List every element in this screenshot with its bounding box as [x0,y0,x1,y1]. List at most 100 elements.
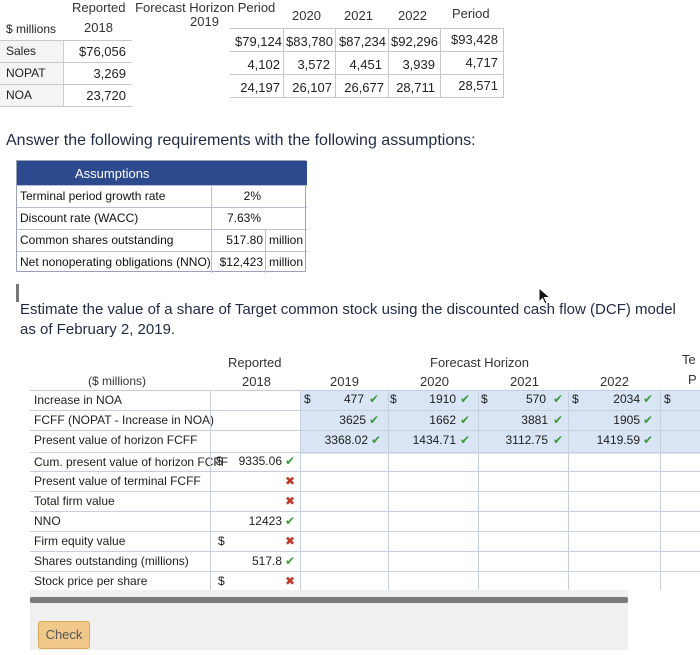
input-pv-fcff-2020[interactable]: 1434.71 [412,433,456,447]
table-row: Firm equity value [30,531,700,551]
assumption-label: Net nonoperating obligations (NNO) [20,255,211,269]
col-header-2022: 2022 [398,8,427,23]
noa-period: 28,571 [458,78,498,93]
input-noa-increase-2022[interactable]: 2034 [613,392,640,406]
check-icon: ✔ [369,392,380,406]
table-row: NNO [30,511,700,531]
sales-2020: $83,780 [286,34,333,49]
row-label: Stock price per share [34,574,148,588]
input-shares-outstanding[interactable]: 517.8 [251,554,282,568]
input-total-firm-value[interactable] [212,492,282,510]
year-2021: 2021 [510,374,539,389]
dcf-table-header [28,352,700,390]
nopat-2020: 3,572 [297,57,330,72]
table-row: FCFF (NOPAT - Increase in NOA) [30,410,700,430]
noa-2019: 24,197 [240,80,280,95]
table-row: Increase in NOA [30,390,700,410]
noa-2021: 26,677 [344,80,384,95]
input-stock-price[interactable] [228,572,282,590]
dollar-sign: $ [572,392,579,406]
input-pv-fcff-2021[interactable]: 3112.75 [505,433,549,447]
reported-column [63,40,131,106]
title-forecast: Forecast Horizon Period [135,0,276,15]
assumptions-header: Assumptions [17,161,307,185]
nopat-2019: 4,102 [247,57,280,72]
input-nno[interactable]: 12423 [248,514,282,528]
input-fcff-2022[interactable]: 1905 [613,413,640,427]
nopat-period: 4,717 [465,55,498,70]
col-header-2021: 2021 [344,8,373,23]
input-pv-terminal[interactable] [212,472,282,490]
check-icon: ✔ [553,392,564,406]
mouse-pointer-icon [538,286,552,310]
check-icon: ✔ [285,514,296,528]
row-label-nopat: NOPAT [6,66,46,80]
check-icon: ✔ [460,433,471,447]
input-pv-fcff-2019[interactable]: 3368.02 [324,433,368,447]
units-label: $ millions [6,22,57,36]
noa-2018: 23,720 [86,88,126,103]
horizontal-scrollbar[interactable] [30,597,628,603]
assumption-value: 7.63% [226,211,261,225]
sales-2018: $76,056 [79,44,126,59]
table-title: Reported Forecast Horizon Period [72,0,275,15]
table-header-band [0,0,505,40]
dollar-sign: $ [664,392,671,406]
check-icon: ✔ [643,433,654,447]
header-terminal-sub: P [688,372,697,387]
input-pv-fcff-2022[interactable]: 1419.59 [596,433,640,447]
question-text: Estimate the value of a share of Target … [20,301,676,338]
input-noa-increase-2019[interactable]: 477 [343,392,364,406]
table-row: Present value of terminal FCFF [30,471,700,491]
incorrect-icon: ✖ [285,534,296,548]
sales-2019: $79,124 [235,34,282,49]
col-header-2020: 2020 [292,8,321,23]
input-firm-equity-value[interactable] [228,532,282,550]
assumption-row: Net nonoperating obligations (NNO) $12,4… [17,251,307,273]
header-forecast: Forecast Horizon [430,355,529,370]
check-icon: ✔ [371,433,382,447]
instruction-text: Answer the following requirements with t… [6,132,476,149]
check-icon: ✔ [285,454,296,468]
assumption-row: Terminal period growth rate 2% [17,185,307,207]
nopat-2021: 4,451 [349,57,382,72]
row-label-column [0,40,63,106]
input-fcff-2019[interactable]: 3625 [339,413,366,427]
noa-2022: 28,711 [396,80,435,95]
row-label: Shares outstanding (millions) [34,554,189,568]
row-label: Present value of terminal FCFF [34,474,201,488]
row-label: Firm equity value [34,534,126,548]
assumption-label: Discount rate (WACC) [20,211,139,225]
input-cum-pv[interactable]: 9335.06 [238,454,282,468]
incorrect-icon: ✖ [285,474,296,488]
dollar-sign: $ [481,392,488,406]
input-fcff-2020[interactable]: 1662 [429,413,456,427]
input-noa-increase-2020[interactable]: 1910 [429,392,456,406]
units-label: ($ millions) [88,374,147,388]
row-label: Increase in NOA [34,393,123,407]
nopat-2018: 3,269 [93,66,126,81]
dollar-sign: $ [390,392,397,406]
check-icon: ✔ [369,413,380,427]
check-button[interactable]: Check [38,621,90,649]
assumptions-table: Assumptions Terminal period growth rate … [16,160,307,273]
col-header-2018: 2018 [84,20,113,35]
row-label-noa: NOA [6,88,33,102]
input-noa-increase-2021[interactable]: 570 [525,392,546,406]
noa-2020: 26,107 [292,80,332,95]
assumption-value: 517.80 [226,233,263,247]
table-row: Present value of horizon FCFF [30,430,700,450]
forecast-band [300,390,700,454]
row-label: FCFF (NOPAT - Increase in NOA) [34,413,215,427]
financial-summary-table: Reported Forecast Horizon Period $ milli… [0,0,505,108]
assumption-unit: million [269,233,304,247]
input-fcff-2021[interactable]: 3881 [521,413,548,427]
sales-period: $93,428 [451,32,498,47]
year-2020: 2020 [420,374,449,389]
check-icon: ✔ [553,433,564,447]
table-row: Total firm value [30,491,700,511]
check-icon: ✔ [285,554,296,568]
check-icon: ✔ [460,392,471,406]
check-icon: ✔ [643,392,654,406]
table-row: Shares outstanding (millions) [30,551,700,571]
